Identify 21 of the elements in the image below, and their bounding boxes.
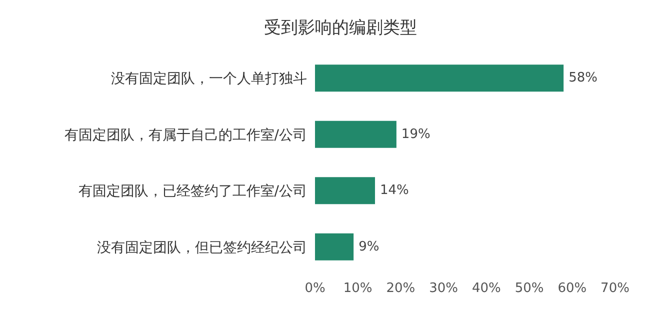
x-tick-label: 50% [514,281,544,296]
y-tick-label: 没有固定团队，但已签约经纪公司 [97,240,307,256]
bar [315,120,396,148]
x-tick-label: 0% [304,281,326,296]
x-tick-label: 20% [386,281,416,296]
bar [315,233,354,260]
x-tick-label: 60% [558,281,587,296]
bar [315,177,375,204]
data-label: 9% [358,239,380,254]
y-tick-label: 有固定团队，有属于自己的工作室/公司 [64,127,307,144]
y-tick-label: 没有固定团队，一个人单打独斗 [111,71,307,88]
x-tick-label: 10% [343,281,372,296]
x-tick-label: 70% [600,281,630,296]
y-tick-label: 有固定团队，已经签约了工作室/公司 [78,184,307,200]
x-tick-label: 30% [429,281,458,296]
data-label: 14% [380,183,409,198]
chart-title: 受到影响的编剧类型 [263,17,418,40]
bar [315,64,564,92]
data-label: 19% [401,126,430,142]
data-label: 58% [568,70,598,86]
x-tick-label: 40% [472,281,501,296]
